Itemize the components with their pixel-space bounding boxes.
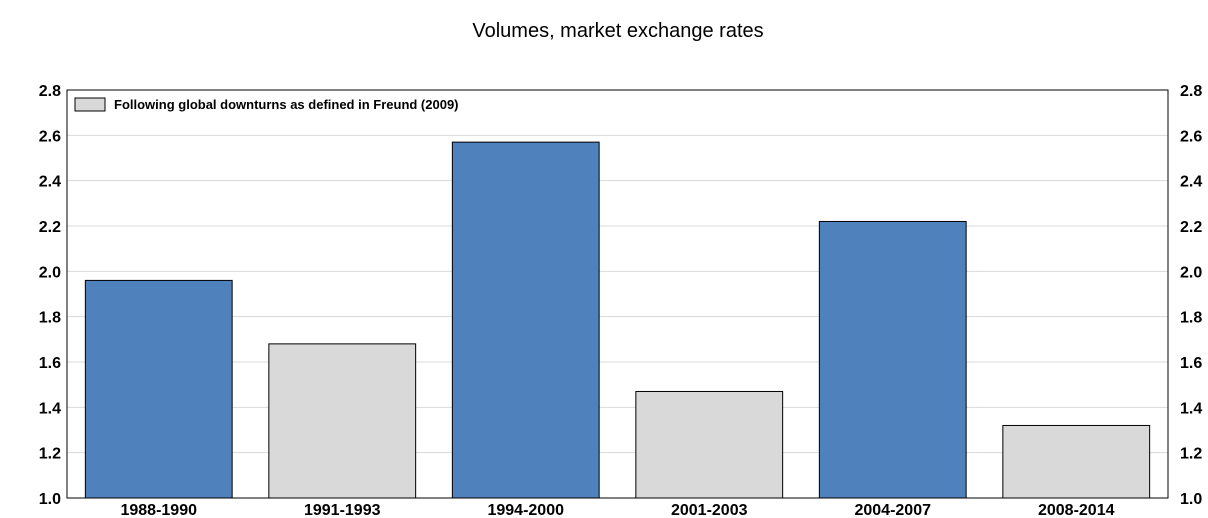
y-tick-label-right: 1.4 [1180,400,1202,417]
x-axis: 1988-1990 1991-1993 1994-2000 2001-2003 2004… [120,502,1114,518]
y-tick-label-right: 2.8 [1180,83,1202,100]
y-tick-label-left: 2.4 [39,174,61,191]
gridlines [67,134,1168,454]
y-tick-label-right: 1.0 [1180,491,1202,508]
y-tick-label-left: 2.8 [39,83,61,100]
y-tick-label-right: 2.4 [1180,174,1202,191]
bar-2004-2007 [818,220,967,499]
y-tick-label-right: 1.6 [1180,355,1202,372]
y-tick-label-right: 1.2 [1180,446,1202,463]
y-tick-label-left: 1.2 [39,446,61,463]
plot-frame [66,89,1169,499]
bar-1988-1990 [84,279,233,499]
bar-1991-1993 [268,343,417,499]
y-tick-label-right: 2.6 [1180,128,1202,145]
y-tick-label-right: 2.2 [1180,219,1202,236]
chart-title: Volumes, market exchange rates [472,20,763,42]
x-tick-label: 2001-2003 [671,502,748,518]
y-tick-label-left: 2.2 [39,219,61,236]
bars [84,141,1151,499]
x-tick-label: 2004-2007 [854,502,931,518]
y-axis-left: 1.0 1.2 1.4 1.6 1.8 2.0 2.2 2.4 2.6 2.8 [39,83,61,508]
y-tick-label-right: 1.8 [1180,310,1202,327]
legend-label: Following global downturns as defined in… [114,97,459,112]
bar-2008-2014 [1002,424,1151,499]
bar-1994-2000 [451,141,600,499]
legend: Following global downturns as defined in… [74,97,459,112]
y-tick-label-right: 2.0 [1180,264,1202,281]
y-axis-right: 1.0 1.2 1.4 1.6 1.8 2.0 2.2 2.4 2.6 2.8 [1180,83,1202,508]
x-tick-label: 2008-2014 [1038,502,1115,518]
y-tick-label-left: 2.6 [39,128,61,145]
bar-2001-2003 [635,390,784,499]
x-tick-label: 1988-1990 [120,502,197,518]
x-tick-label: 1994-2000 [487,502,564,518]
y-tick-label-left: 1.6 [39,355,61,372]
y-tick-label-left: 1.4 [39,400,61,417]
legend-swatch-downturn [74,97,106,112]
y-tick-label-left: 2.0 [39,264,61,281]
y-tick-label-left: 1.8 [39,310,61,327]
y-tick-label-left: 1.0 [39,491,61,508]
x-tick-label: 1991-1993 [304,502,381,518]
